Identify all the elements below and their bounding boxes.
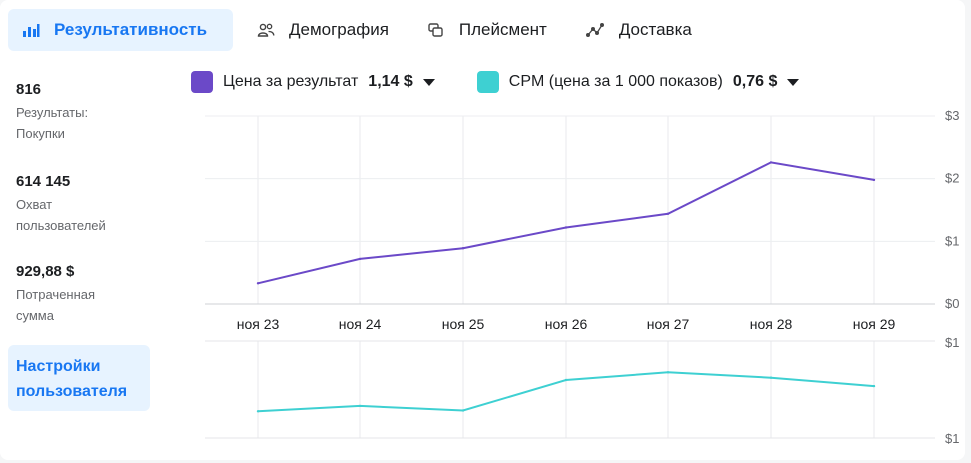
tab-demographics-label: Демография xyxy=(289,20,389,39)
legend-cpm[interactable]: CPM (цена за 1 000 показов) 0,76 $ xyxy=(476,71,800,93)
tab-delivery[interactable]: Доставка xyxy=(573,9,704,51)
data-point xyxy=(872,384,876,388)
chart-legend: Цена за результат 1,14 $ CPM (цена за 1 … xyxy=(191,68,800,96)
x-tick-label: ноя 25 xyxy=(442,316,485,332)
tab-performance-label: Результативность xyxy=(54,20,208,39)
data-point xyxy=(461,247,465,250)
metric-spent-label: Потраченная сумма xyxy=(16,287,96,323)
tab-bar: Результативность Демография Плейсмент xyxy=(8,9,704,51)
metric-reach-label: Охват пользователей xyxy=(16,197,106,233)
data-point xyxy=(666,212,670,215)
x-tick-label: ноя 29 xyxy=(853,316,896,332)
caret-down-icon xyxy=(422,78,435,86)
y-tick-label: $0 xyxy=(945,296,959,311)
tab-placement-label: Плейсмент xyxy=(458,20,547,39)
legend-name-cost-per-result: Цена за результат xyxy=(223,73,359,90)
y-tick-label: $2 xyxy=(945,171,959,186)
delivery-icon xyxy=(585,23,604,37)
tab-placement[interactable]: Плейсмент xyxy=(415,9,559,51)
data-point xyxy=(666,371,670,374)
data-point xyxy=(461,409,465,412)
metric-reach-value: 614 145 xyxy=(16,173,71,190)
data-point xyxy=(564,378,568,382)
y-tick-label: $1 xyxy=(945,335,959,350)
metric-results-value: 816 xyxy=(16,81,42,98)
data-point xyxy=(358,404,362,408)
metric-results-label: Результаты: Покупки xyxy=(16,105,89,141)
y-tick-label: $3 xyxy=(945,108,959,123)
metric-spent: 929,88 $ Потраченная сумма xyxy=(16,263,126,326)
metric-reach: 614 145 Охват пользователей xyxy=(16,173,126,236)
legend-cost-per-result[interactable]: Цена за результат 1,14 $ xyxy=(191,71,435,93)
x-tick-label: ноя 28 xyxy=(750,316,793,332)
legend-value-cpm: 0,76 $ xyxy=(732,73,778,90)
user-settings-button[interactable]: Настройки пользователя xyxy=(8,345,150,411)
data-point xyxy=(358,257,362,261)
x-tick-label: ноя 26 xyxy=(545,316,588,332)
metric-results: 816 Результаты: Покупки xyxy=(16,81,126,144)
x-tick-label: ноя 24 xyxy=(339,316,382,332)
placement-icon xyxy=(428,23,443,37)
tab-delivery-label: Доставка xyxy=(618,20,692,39)
legend-swatch-cpm xyxy=(476,71,499,93)
tab-demographics[interactable]: Демография xyxy=(245,9,401,51)
data-point xyxy=(256,282,260,285)
data-point xyxy=(769,376,773,379)
people-icon xyxy=(257,23,275,37)
tab-performance[interactable]: Результативность xyxy=(8,9,233,51)
legend-swatch-cost-per-result xyxy=(191,71,213,93)
data-point xyxy=(769,161,773,164)
bar-chart-icon xyxy=(23,24,40,37)
x-tick-label: ноя 23 xyxy=(237,316,280,332)
x-tick-label: ноя 27 xyxy=(647,316,690,332)
legend-name-cpm: CPM (цена за 1 000 показов) xyxy=(508,73,723,90)
data-point xyxy=(256,410,260,413)
y-tick-label: $1 xyxy=(945,233,959,248)
data-point xyxy=(872,178,876,182)
caret-down-icon xyxy=(787,78,800,86)
data-point xyxy=(564,226,568,229)
metric-spent-value: 929,88 $ xyxy=(16,263,75,280)
y-tick-label: $1 xyxy=(945,431,959,446)
legend-value-cost-per-result: 1,14 $ xyxy=(368,73,413,90)
